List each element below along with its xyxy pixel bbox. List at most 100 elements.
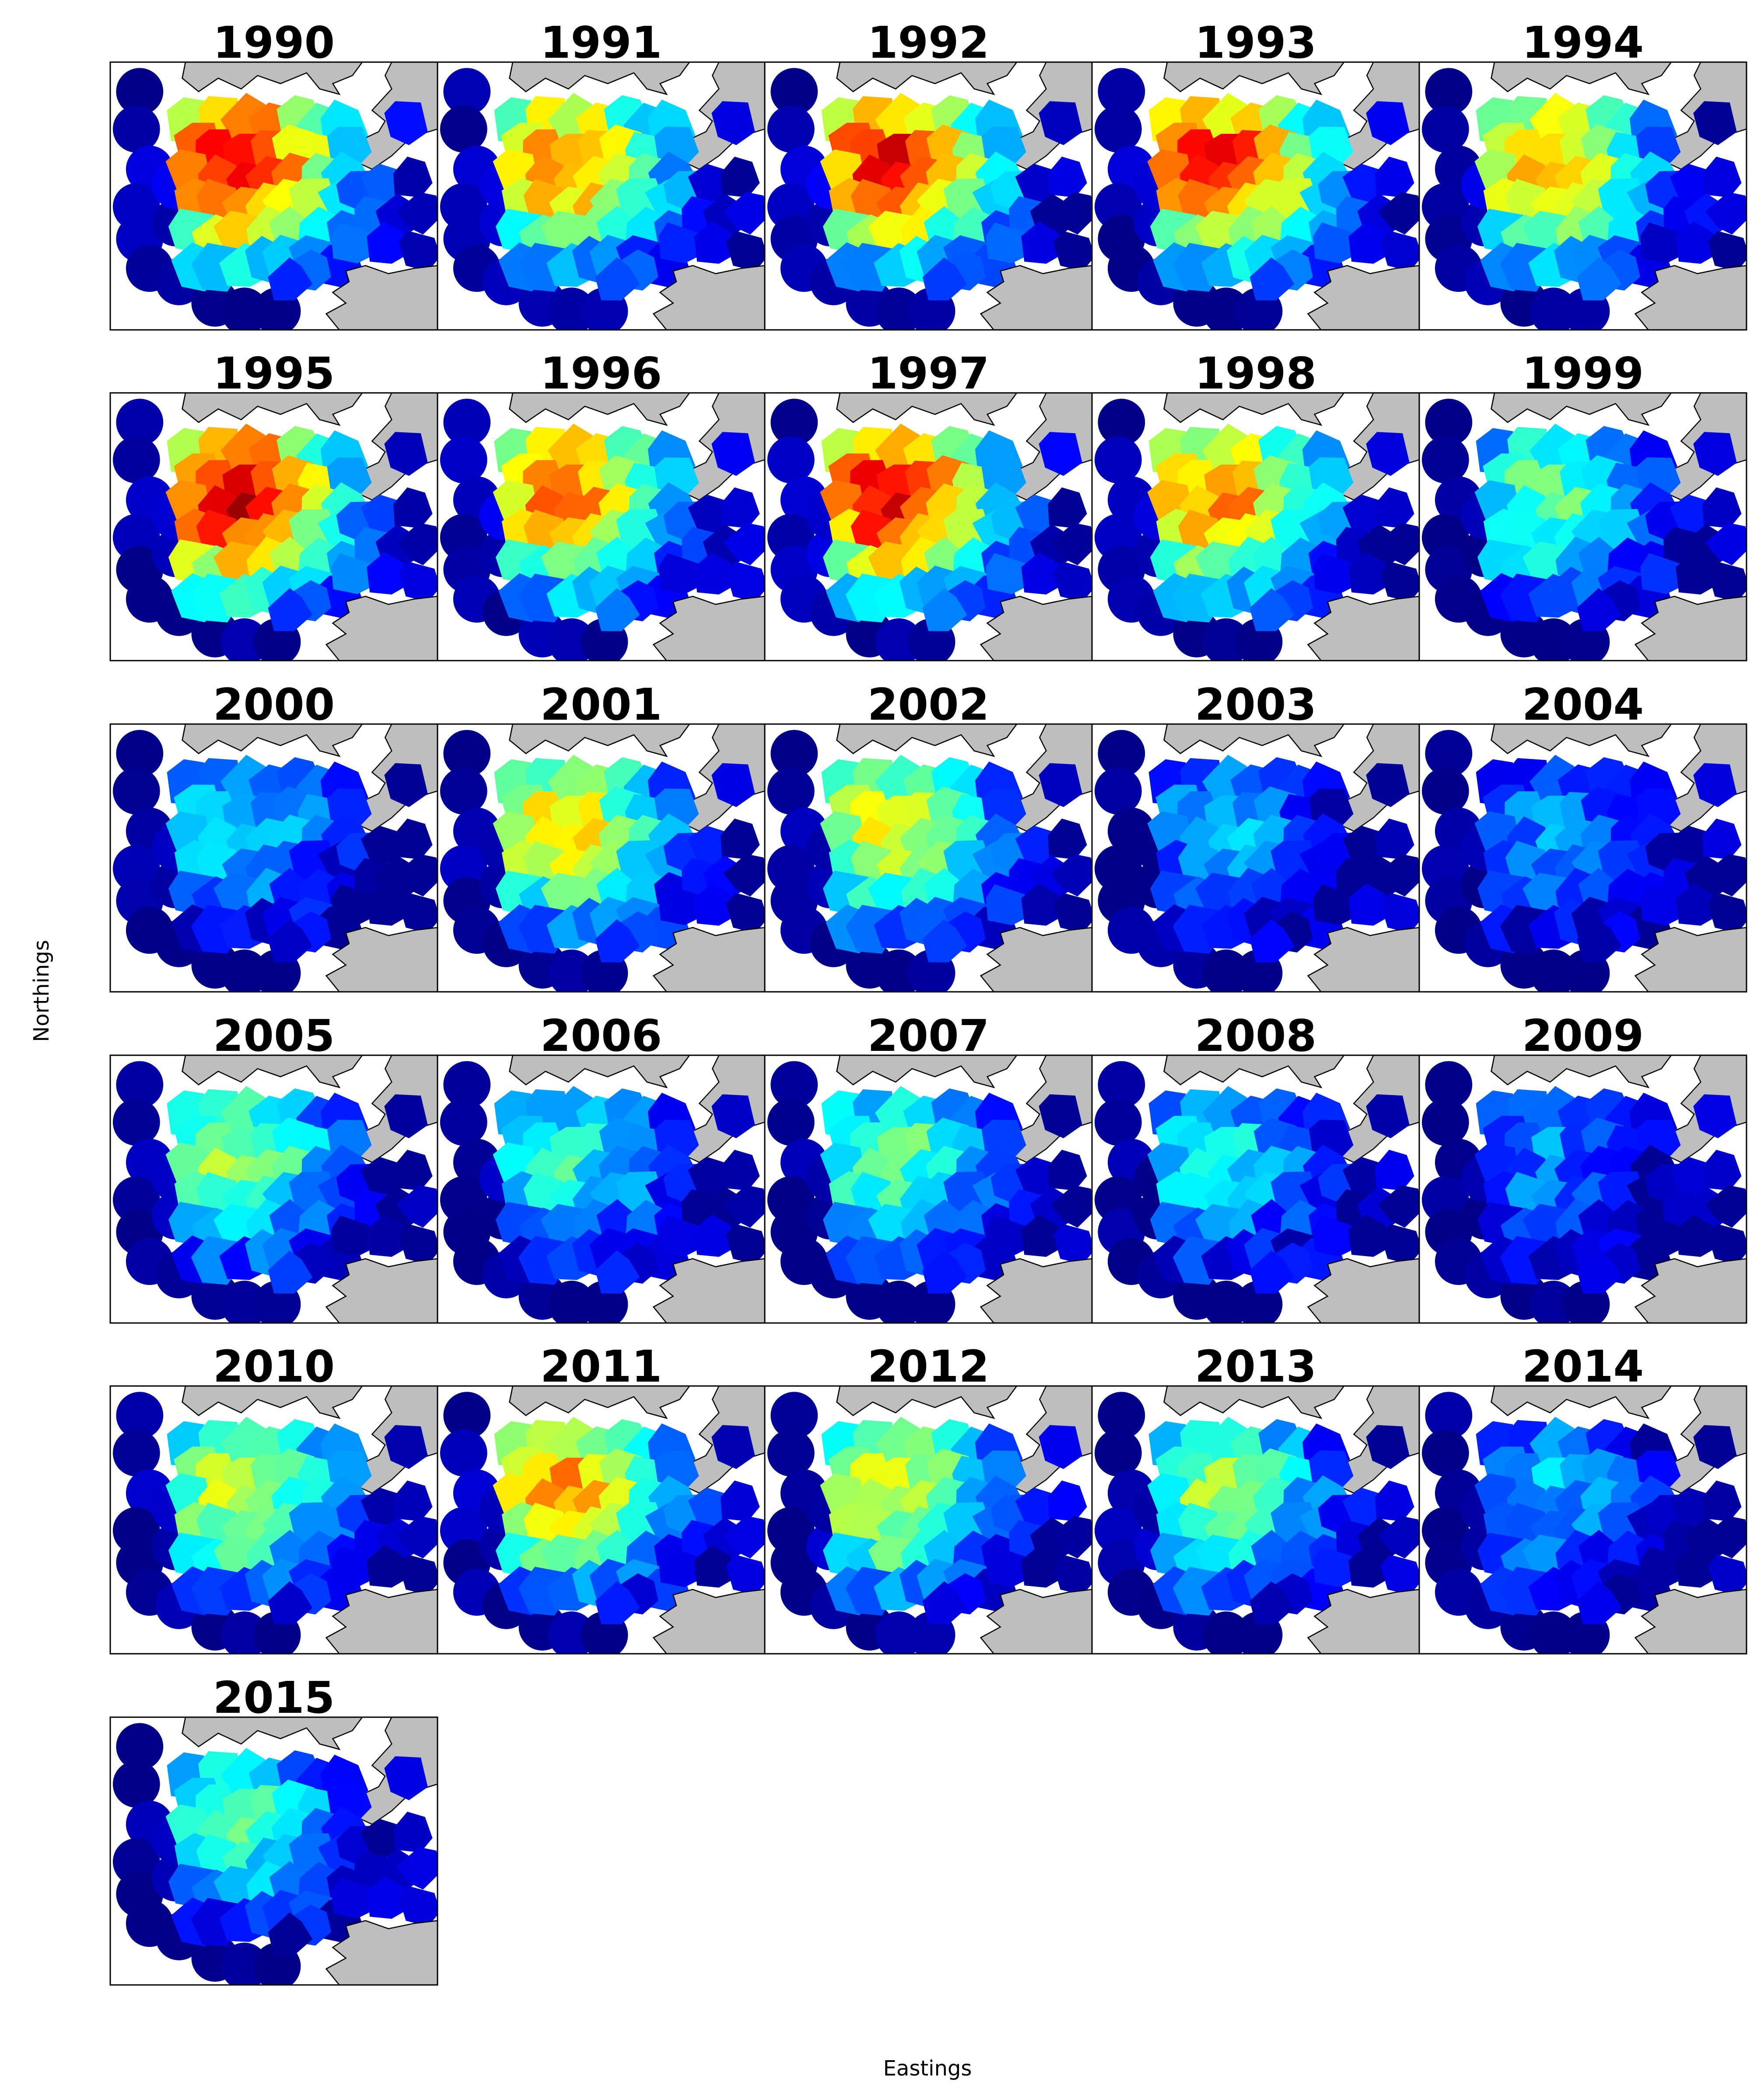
map-panel-2015: 2015 bbox=[109, 1672, 438, 1986]
map-panel-2003: 2003 bbox=[1091, 679, 1420, 993]
cell bbox=[767, 436, 815, 483]
panel-title: 2009 bbox=[1522, 1010, 1644, 1061]
cell bbox=[1348, 1545, 1392, 1588]
cell bbox=[1366, 101, 1410, 145]
cell bbox=[723, 854, 765, 897]
cell bbox=[1048, 157, 1087, 198]
panel-title: 2004 bbox=[1522, 679, 1644, 730]
panel-title: 1993 bbox=[1195, 17, 1316, 68]
cell bbox=[268, 1250, 313, 1294]
cell bbox=[393, 487, 433, 528]
cell-layer bbox=[112, 1061, 438, 1323]
cell-layer bbox=[112, 68, 438, 330]
cell bbox=[767, 1429, 815, 1477]
panel-title: 1991 bbox=[540, 17, 662, 68]
cell bbox=[360, 1157, 403, 1197]
panel-title: 2005 bbox=[213, 1010, 335, 1061]
cell bbox=[1676, 221, 1719, 264]
cell bbox=[367, 1214, 410, 1257]
cell bbox=[393, 157, 433, 198]
map-panel-1996: 1996 bbox=[437, 348, 766, 662]
cell bbox=[1348, 552, 1392, 595]
cell bbox=[770, 399, 818, 446]
cell bbox=[1021, 221, 1065, 264]
cell bbox=[1366, 763, 1410, 807]
cell bbox=[721, 1480, 760, 1522]
cell bbox=[1348, 221, 1392, 264]
cell bbox=[711, 1094, 755, 1138]
cell bbox=[694, 552, 738, 595]
map-panel-1993: 1993 bbox=[1091, 17, 1420, 331]
cell bbox=[922, 919, 967, 962]
cell bbox=[767, 767, 815, 815]
cell bbox=[268, 588, 313, 631]
cell-layer bbox=[1421, 1392, 1746, 1654]
panel-frame bbox=[1418, 392, 1747, 662]
map-panel-2009: 2009 bbox=[1418, 1010, 1747, 1324]
cell bbox=[443, 399, 491, 446]
cell bbox=[1250, 1250, 1295, 1294]
cell bbox=[1050, 522, 1092, 566]
cell bbox=[595, 1250, 640, 1294]
cell bbox=[1348, 883, 1392, 926]
cell bbox=[440, 105, 487, 153]
panel-title: 2014 bbox=[1522, 1341, 1644, 1392]
cell bbox=[721, 1150, 760, 1191]
map-panel-2013: 2013 bbox=[1091, 1341, 1420, 1655]
cell bbox=[1039, 1425, 1082, 1469]
cell bbox=[1342, 164, 1385, 204]
cell bbox=[658, 222, 703, 263]
cell bbox=[1702, 1480, 1742, 1522]
cell bbox=[694, 1214, 738, 1257]
cell bbox=[1670, 494, 1712, 535]
cell bbox=[1313, 1546, 1357, 1587]
cell bbox=[922, 257, 967, 301]
cell bbox=[1705, 1516, 1746, 1559]
cell bbox=[1421, 1099, 1469, 1146]
map-panel-2007: 2007 bbox=[764, 1010, 1093, 1324]
cell bbox=[1094, 1099, 1142, 1146]
cell bbox=[331, 1877, 375, 1918]
cell bbox=[1098, 1061, 1145, 1109]
map-panel-1994: 1994 bbox=[1418, 17, 1747, 331]
cell bbox=[112, 1760, 160, 1808]
cell bbox=[1313, 1215, 1357, 1256]
cell-layer bbox=[440, 1061, 765, 1323]
cell-layer bbox=[112, 730, 438, 992]
cell bbox=[595, 1581, 640, 1624]
cell bbox=[399, 231, 438, 271]
cell bbox=[1313, 553, 1357, 594]
cell-layer bbox=[1094, 1392, 1419, 1654]
cell bbox=[393, 819, 433, 860]
map-panel-2006: 2006 bbox=[437, 1010, 766, 1324]
panel-title: 2010 bbox=[213, 1341, 335, 1392]
cell bbox=[658, 1215, 703, 1256]
y-axis-label: Northings bbox=[29, 940, 54, 1042]
cell bbox=[721, 487, 760, 528]
cell bbox=[1021, 1214, 1065, 1257]
map-panel-1991: 1991 bbox=[437, 17, 766, 331]
cell bbox=[1098, 1392, 1145, 1439]
cell bbox=[1342, 494, 1385, 535]
cell-layer bbox=[440, 730, 765, 992]
map-panel-2014: 2014 bbox=[1418, 1341, 1747, 1655]
cell bbox=[331, 553, 375, 594]
cell bbox=[1378, 192, 1419, 235]
cell bbox=[1708, 561, 1746, 602]
cell bbox=[331, 1215, 375, 1256]
cell bbox=[688, 164, 730, 204]
cell bbox=[1670, 164, 1712, 204]
cell-layer bbox=[112, 1392, 438, 1654]
cell bbox=[1342, 1488, 1385, 1528]
cell bbox=[367, 1876, 410, 1919]
cell-layer bbox=[767, 68, 1092, 330]
cell bbox=[711, 1425, 755, 1469]
cell bbox=[1348, 1214, 1392, 1257]
cell bbox=[384, 432, 428, 476]
panel-title: 2013 bbox=[1195, 1341, 1316, 1392]
cell bbox=[1425, 1392, 1473, 1439]
cell bbox=[1670, 826, 1712, 866]
map-panel-1995: 1995 bbox=[109, 348, 438, 662]
cell bbox=[1693, 101, 1737, 145]
cell bbox=[1053, 892, 1092, 933]
